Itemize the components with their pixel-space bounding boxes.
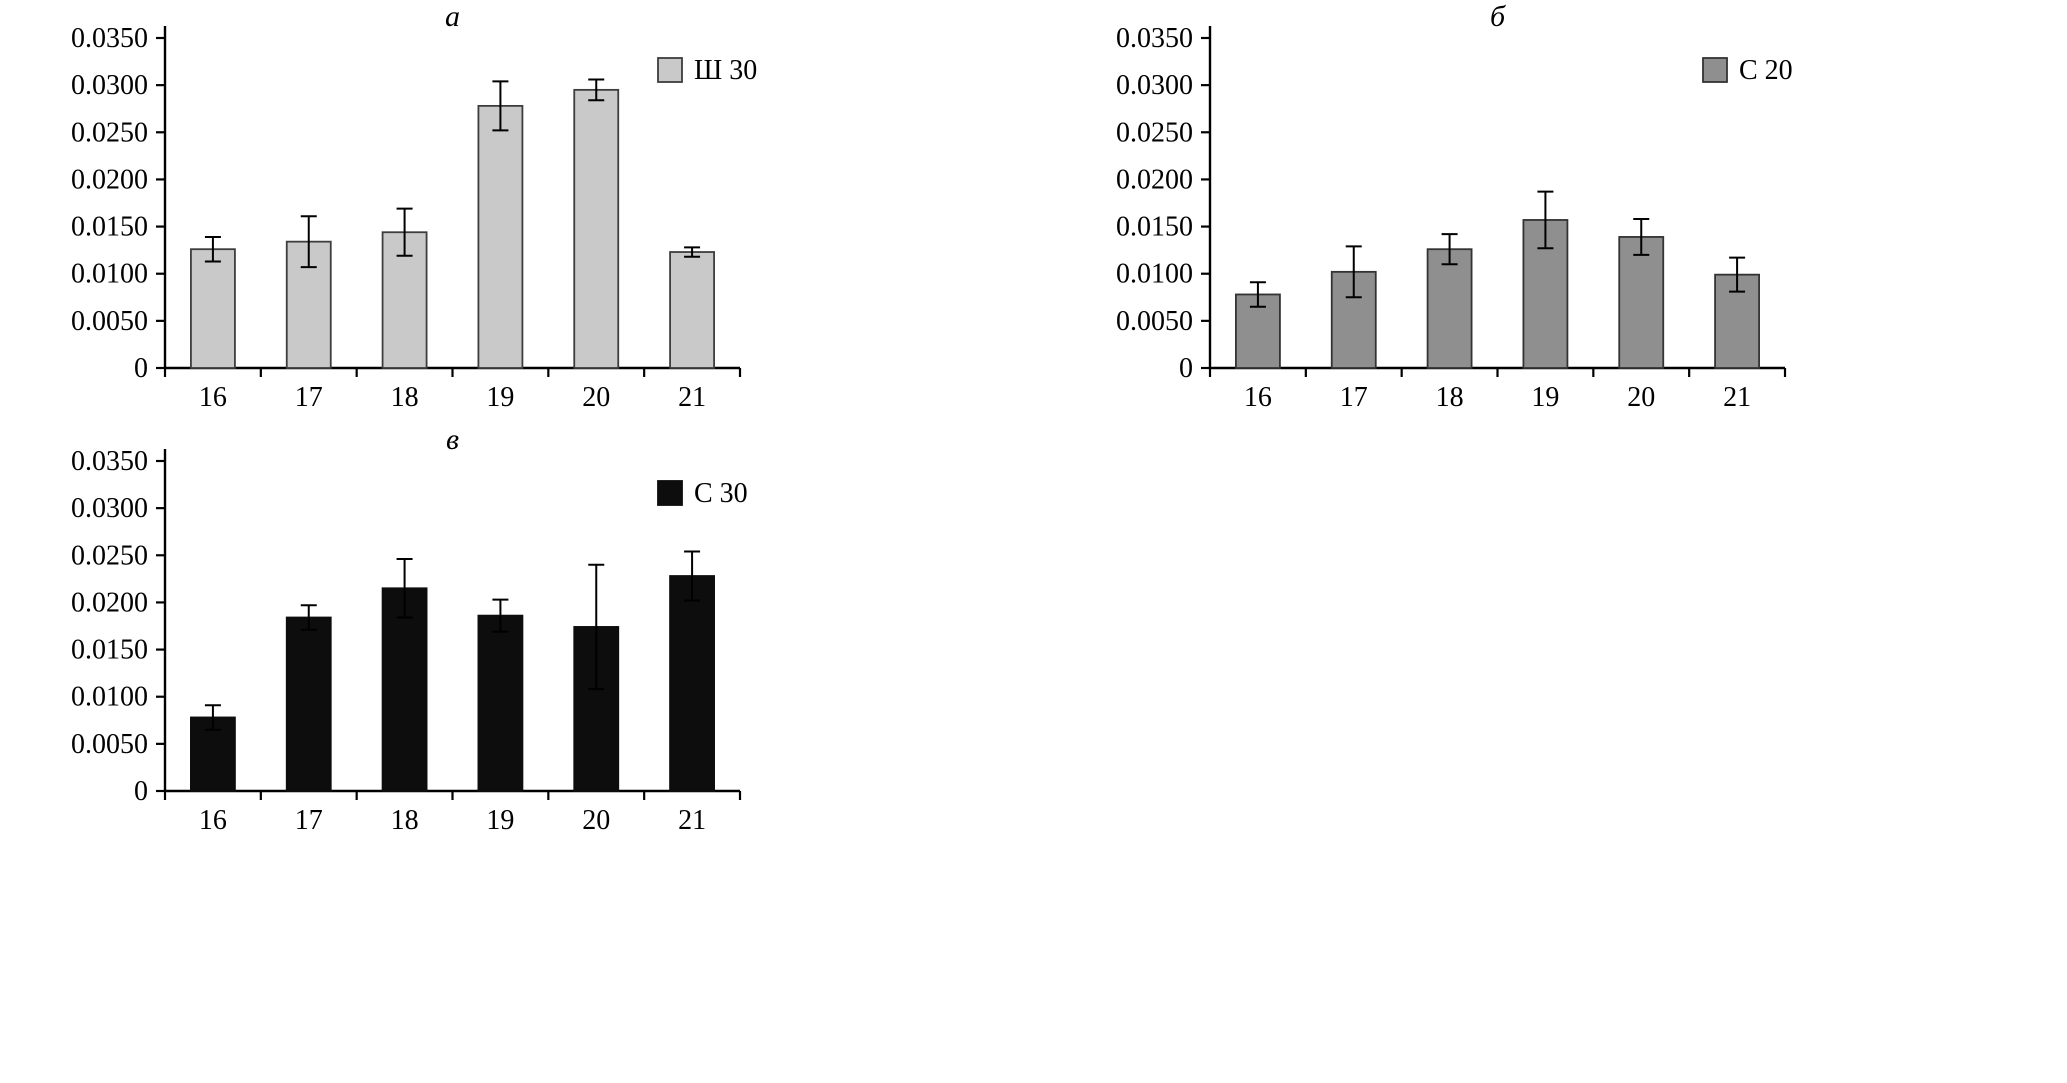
y-tick-label: 0.0200: [71, 164, 148, 195]
error-bar-19: [492, 598, 509, 633]
x-tick-label: 16: [199, 805, 227, 836]
error-bar-19: [1537, 190, 1554, 250]
y-tick-label: 0.0200: [71, 587, 148, 618]
bar-20: [573, 88, 620, 369]
y-tick-label: 0.0050: [71, 729, 148, 760]
legend-swatch: [657, 57, 683, 83]
x-tick-label: 21: [678, 805, 706, 836]
legend-label: Ш 30: [694, 55, 757, 86]
error-bar-20: [1633, 218, 1650, 256]
y-tick-label: 0.0150: [71, 212, 148, 243]
y-tick-label: 0.0100: [71, 682, 148, 713]
error-bar-17: [300, 215, 317, 269]
y-tick-label: 0.0300: [71, 70, 148, 101]
bar-19: [477, 104, 524, 369]
bar-17: [285, 616, 332, 792]
error-bar-20: [588, 78, 605, 102]
legend: Ш 30: [657, 55, 757, 86]
chart-a: а 0 0.0050 0.0100 0.0150 0.0200 0.0250 0.0300 0.…: [60, 0, 1020, 432]
bar-21: [669, 251, 715, 369]
y-tick-label: 0.0100: [71, 259, 148, 290]
x-tick-label: 20: [582, 382, 610, 413]
y-tick-label: 0.0250: [71, 540, 148, 571]
x-tick-label: 17: [295, 382, 323, 413]
y-tick-label: 0: [134, 776, 148, 807]
error-bar-21: [1729, 256, 1746, 293]
error-bar-17: [1345, 245, 1362, 299]
x-tick-label: 17: [1340, 382, 1368, 413]
bar-18: [381, 587, 428, 792]
bar-16: [190, 248, 236, 369]
x-tick-label: 19: [1531, 382, 1559, 413]
chart-title: б: [1490, 0, 1506, 33]
legend-label: С 20: [1739, 55, 1793, 86]
error-bar-19: [492, 80, 509, 132]
bar-19: [477, 614, 524, 792]
x-tick-label: 16: [1244, 382, 1272, 413]
y-tick-label: 0.0050: [1116, 306, 1193, 337]
chart-svg-v: в 0 0.0050 0.0100 0.0150 0.0200 0.0250 0.0300 0.…: [71, 423, 748, 836]
bar-20: [1618, 236, 1665, 369]
legend: С 20: [1702, 55, 1793, 86]
bar-18: [1426, 248, 1473, 369]
x-tick-label: 16: [199, 382, 227, 413]
error-bar-18: [396, 207, 413, 257]
error-bar-20: [588, 563, 605, 691]
chart-title: а: [445, 0, 460, 33]
x-tick-label: 20: [1627, 382, 1655, 413]
legend-swatch: [1702, 57, 1728, 83]
x-tick-label: 18: [1436, 382, 1464, 413]
error-bar-21: [684, 246, 701, 258]
error-bar-18: [1441, 233, 1458, 266]
x-tick-label: 17: [295, 805, 323, 836]
y-tick-label: 0.0250: [1116, 117, 1193, 148]
legend: С 30: [657, 478, 748, 509]
error-bar-21: [684, 550, 701, 602]
chart-v: в 0 0.0050 0.0100 0.0150 0.0200 0.0250 0.0300 0.…: [60, 423, 1020, 855]
x-tick-label: 18: [391, 805, 419, 836]
y-tick-label: 0.0150: [71, 635, 148, 666]
y-tick-label: 0.0350: [71, 446, 148, 477]
x-tick-label: 20: [582, 805, 610, 836]
y-tick-label: 0.0250: [71, 117, 148, 148]
error-bar-16: [1249, 281, 1266, 308]
y-tick-label: 0.0300: [1116, 70, 1193, 101]
legend-label: С 30: [694, 478, 748, 509]
y-tick-label: 0.0050: [71, 306, 148, 337]
x-tick-label: 19: [486, 382, 514, 413]
x-tick-label: 18: [391, 382, 419, 413]
y-tick-label: 0: [1179, 353, 1193, 384]
chart-title: в: [446, 423, 459, 456]
error-bar-18: [396, 558, 413, 619]
error-bar-16: [204, 704, 221, 731]
chart-svg-a: а 0 0.0050 0.0100 0.0150 0.0200 0.0250 0.0300 0.…: [71, 0, 757, 413]
y-tick-label: 0.0100: [1116, 259, 1193, 290]
x-tick-label: 21: [678, 382, 706, 413]
x-tick-label: 21: [1723, 382, 1751, 413]
x-tick-label: 19: [486, 805, 514, 836]
error-bar-16: [204, 235, 221, 263]
bar-21: [669, 575, 715, 792]
y-tick-label: 0.0350: [71, 23, 148, 54]
legend-swatch: [657, 480, 683, 506]
chart-b: б 0 0.0050 0.0100 0.0150 0.0200 0.0250 0.0300 0.…: [1105, 0, 2065, 432]
y-tick-label: 0.0200: [1116, 164, 1193, 195]
error-bar-17: [300, 604, 317, 631]
y-tick-label: 0: [134, 353, 148, 384]
y-tick-label: 0.0350: [1116, 23, 1193, 54]
chart-svg-b: б 0 0.0050 0.0100 0.0150 0.0200 0.0250 0.0300 0.…: [1116, 0, 1793, 413]
y-tick-label: 0.0300: [71, 493, 148, 524]
y-tick-label: 0.0150: [1116, 212, 1193, 243]
